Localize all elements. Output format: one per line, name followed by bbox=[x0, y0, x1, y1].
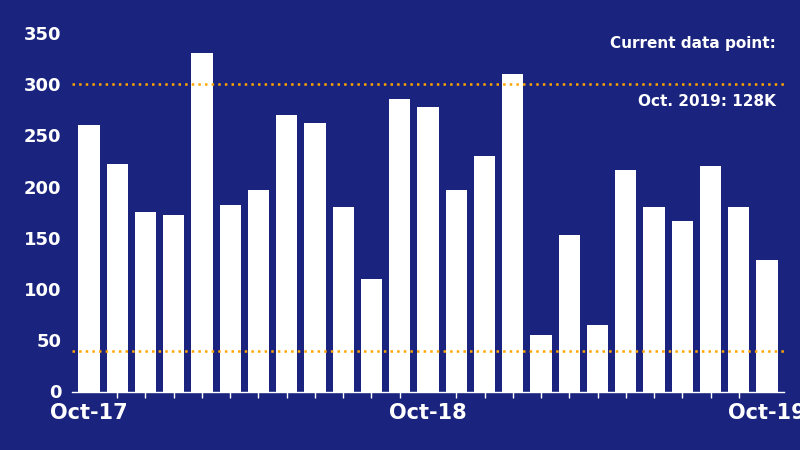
Bar bbox=[248, 189, 269, 392]
Bar bbox=[728, 207, 750, 392]
Bar bbox=[276, 115, 298, 392]
Bar bbox=[672, 221, 693, 392]
Bar bbox=[304, 123, 326, 392]
Bar bbox=[389, 99, 410, 392]
Text: Current data point:: Current data point: bbox=[610, 36, 776, 51]
Bar bbox=[361, 279, 382, 392]
Bar bbox=[643, 207, 665, 392]
Bar bbox=[757, 260, 778, 392]
Bar bbox=[135, 212, 156, 392]
Bar bbox=[558, 235, 580, 392]
Bar bbox=[530, 335, 552, 392]
Text: Oct. 2019: 128K: Oct. 2019: 128K bbox=[638, 94, 776, 109]
Bar bbox=[106, 164, 128, 392]
Bar bbox=[502, 74, 523, 392]
Bar bbox=[700, 166, 721, 392]
Bar bbox=[78, 125, 99, 392]
Bar bbox=[446, 189, 467, 392]
Bar bbox=[587, 325, 608, 392]
Bar bbox=[333, 207, 354, 392]
Bar bbox=[474, 156, 495, 392]
Bar bbox=[163, 215, 184, 392]
Bar bbox=[220, 205, 241, 392]
Bar bbox=[418, 107, 438, 392]
Bar bbox=[615, 170, 636, 392]
Bar bbox=[191, 53, 213, 392]
